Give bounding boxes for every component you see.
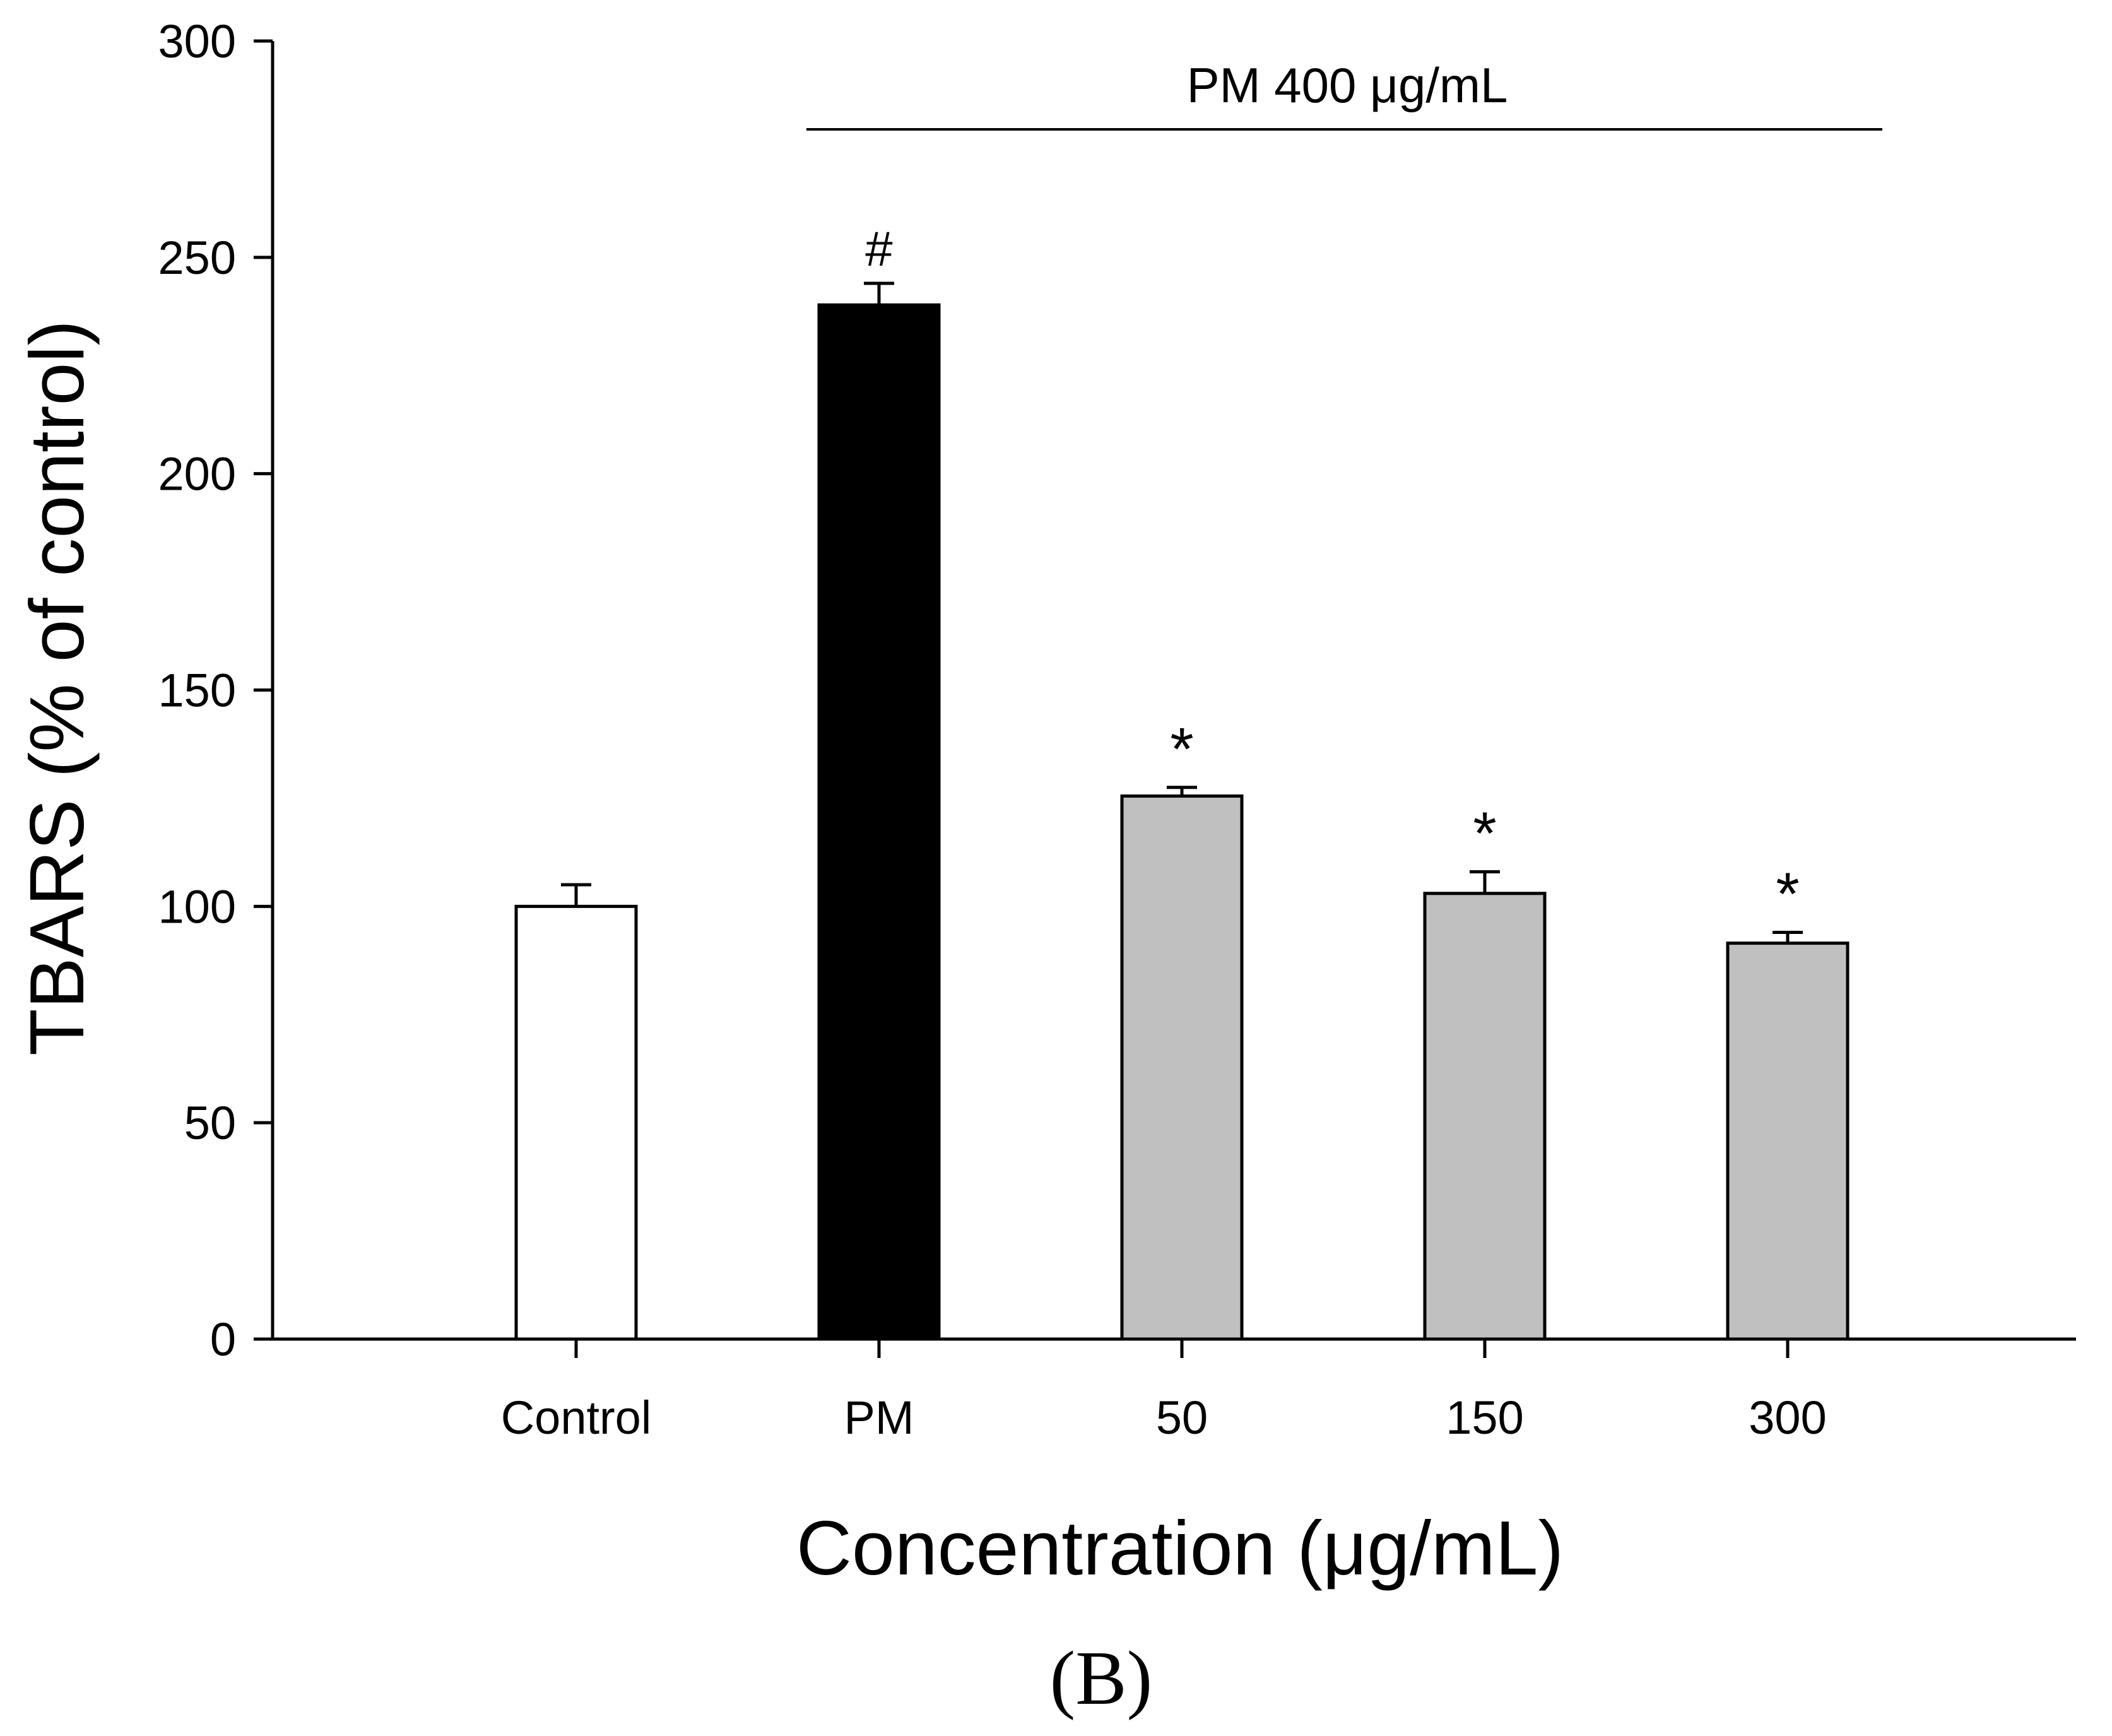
y-tick-label: 150 <box>158 664 236 717</box>
bar-50 <box>1120 794 1244 1341</box>
significance-hash: # <box>865 221 892 276</box>
y-tick-label: 200 <box>158 448 236 500</box>
y-tick-label: 0 <box>210 1313 236 1366</box>
bar-control <box>514 904 638 1341</box>
y-tick-label: 50 <box>184 1097 236 1149</box>
x-tick-label: Control <box>501 1391 652 1444</box>
bar-150 <box>1423 892 1547 1341</box>
bar-pm <box>817 303 941 1341</box>
y-tick-label: 250 <box>158 232 236 284</box>
bars-group <box>514 281 1849 1341</box>
x-tick-label: 300 <box>1749 1391 1826 1444</box>
bar-300 <box>1726 942 1849 1341</box>
significance-asterisk: * <box>1473 800 1496 867</box>
y-tick-label: 100 <box>158 880 236 933</box>
x-tick-label: 150 <box>1446 1391 1523 1444</box>
labels-group: Control PM #50 * 150 * 300 * <box>501 128 1882 1444</box>
group-bracket-label: PM 400 μg/mL <box>1187 57 1508 113</box>
significance-asterisk: * <box>1776 860 1799 928</box>
x-axis-title: Concentration (μg/mL) <box>796 1505 1564 1591</box>
y-axis-title: TBARS (% of control) <box>14 320 100 1056</box>
x-tick-label: 50 <box>1156 1391 1208 1444</box>
x-tick-label: PM <box>844 1391 914 1444</box>
y-tick-label: 300 <box>158 15 236 68</box>
axes: 0 50 100 150 200 250 300 <box>158 15 2076 1366</box>
panel-label: (B) <box>1050 1636 1153 1721</box>
significance-asterisk: * <box>1170 716 1193 783</box>
